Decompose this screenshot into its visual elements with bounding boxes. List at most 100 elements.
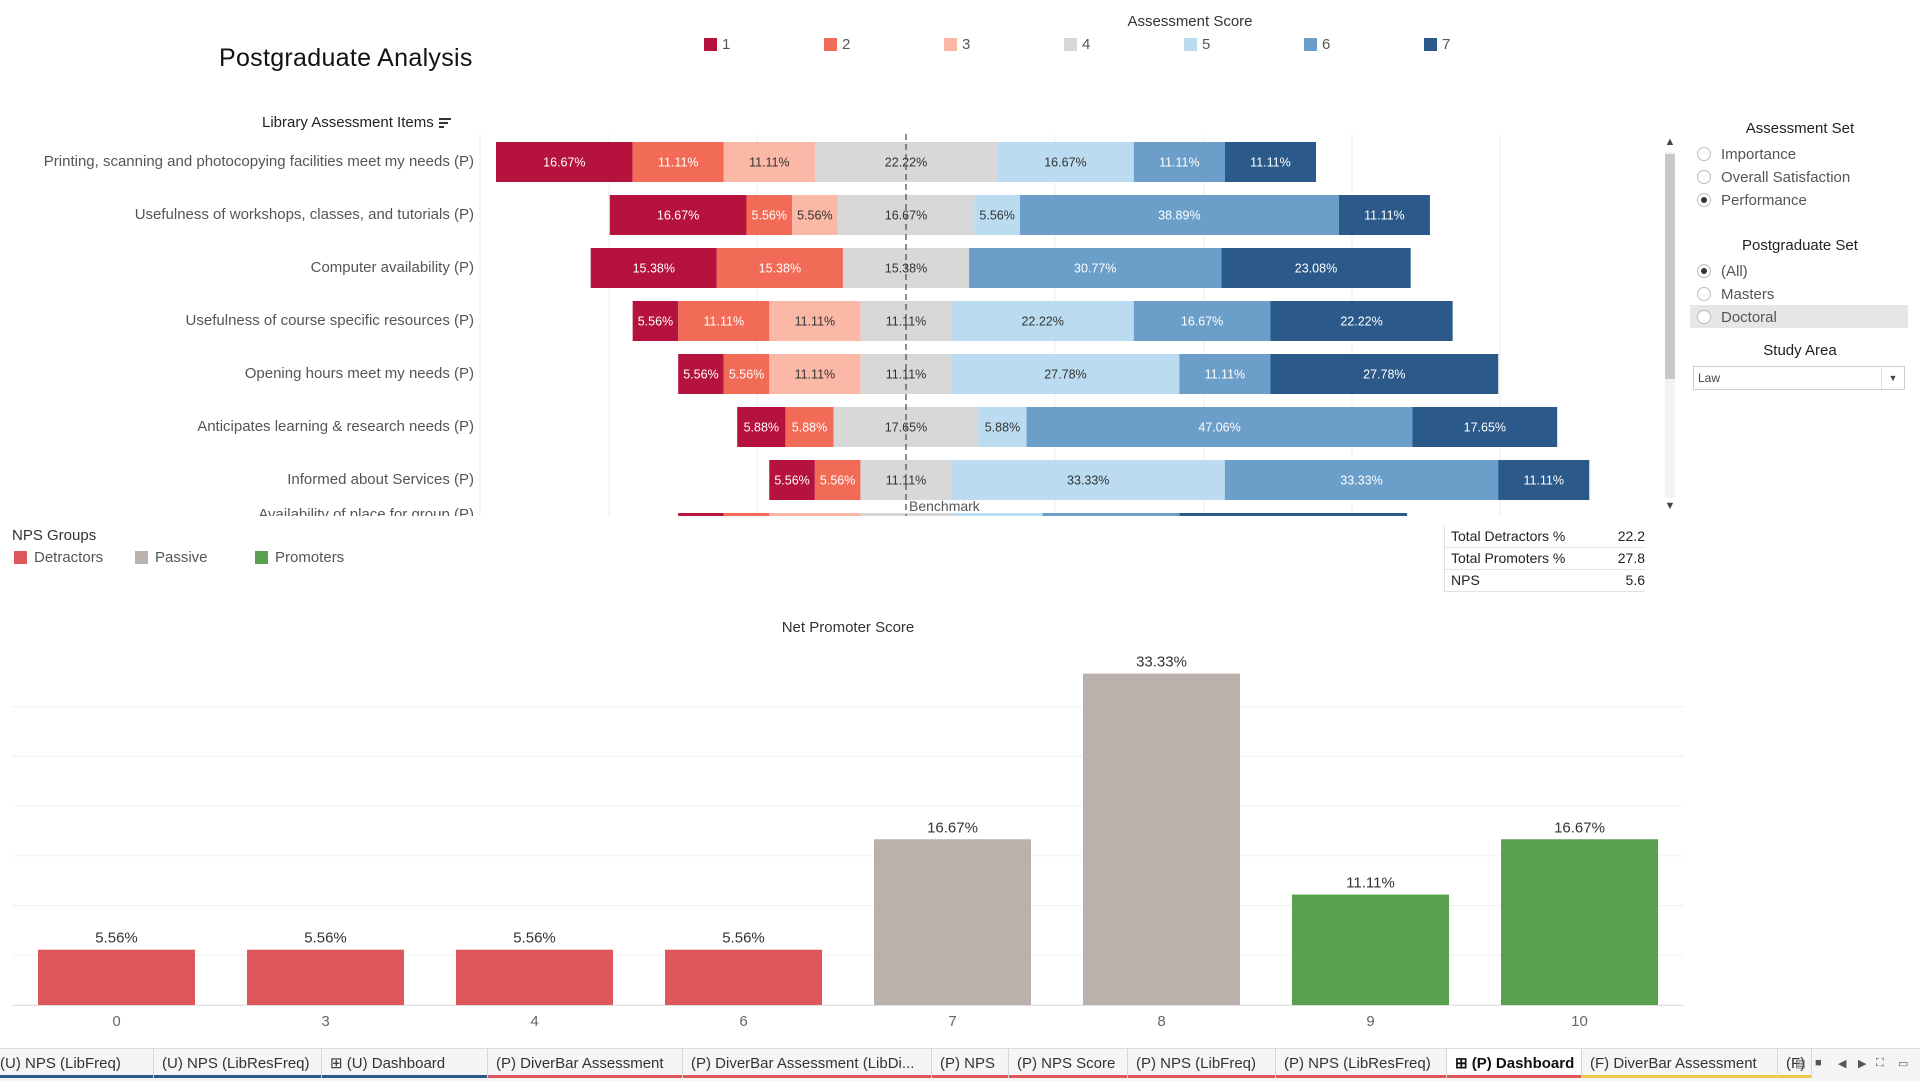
bar-segment[interactable] bbox=[769, 301, 861, 341]
sheet-tab[interactable]: (P) NPS (LibResFreq) bbox=[1276, 1049, 1447, 1078]
bar-segment[interactable] bbox=[951, 301, 1134, 341]
chart-scrollbar[interactable]: ▲ ▼ bbox=[1662, 134, 1678, 516]
nps-bar[interactable] bbox=[665, 949, 822, 1005]
bar-segment[interactable] bbox=[997, 142, 1134, 182]
sheet-tab[interactable]: (U) NPS (LibResFreq) bbox=[154, 1049, 322, 1078]
item-label[interactable]: Usefulness of course specific resources … bbox=[185, 312, 474, 329]
radio-button[interactable] bbox=[1697, 287, 1711, 301]
bar-segment[interactable] bbox=[678, 354, 724, 394]
item-label[interactable]: Anticipates learning & research needs (P… bbox=[197, 418, 474, 435]
radio-option[interactable]: (All) bbox=[1697, 260, 1748, 282]
score-legend-item[interactable]: 1 bbox=[704, 36, 730, 53]
radio-button[interactable] bbox=[1697, 193, 1711, 207]
score-legend-item[interactable]: 6 bbox=[1304, 36, 1330, 53]
bar-segment[interactable] bbox=[496, 142, 633, 182]
bar-segment[interactable] bbox=[1026, 407, 1413, 447]
bar-segment[interactable] bbox=[951, 460, 1225, 500]
nps-bar[interactable] bbox=[38, 949, 195, 1005]
scroll-up-icon[interactable]: ▲ bbox=[1664, 136, 1676, 148]
nps-bar[interactable] bbox=[1083, 673, 1240, 1005]
sheet-tab[interactable]: (P) DiverBar Assessment (LibDi... bbox=[683, 1049, 932, 1078]
present-icon[interactable]: ▭ bbox=[1898, 1058, 1909, 1070]
study-area-dropdown[interactable]: Law ▼ bbox=[1693, 366, 1905, 390]
bar-segment[interactable] bbox=[974, 195, 1020, 235]
chevron-down-icon[interactable]: ▼ bbox=[1881, 367, 1904, 389]
bar-segment[interactable] bbox=[769, 354, 861, 394]
bar-segment[interactable] bbox=[1412, 407, 1558, 447]
bar-segment[interactable] bbox=[1338, 195, 1430, 235]
bar-segment[interactable] bbox=[1179, 354, 1271, 394]
radio-option[interactable]: Performance bbox=[1697, 189, 1807, 211]
radio-button[interactable] bbox=[1697, 170, 1711, 184]
sheet-tab[interactable]: (P) NPS (LibFreq) bbox=[1128, 1049, 1276, 1078]
bar-segment[interactable] bbox=[792, 195, 838, 235]
bar-segment[interactable] bbox=[1179, 513, 1408, 520]
bar-segment[interactable] bbox=[1270, 301, 1453, 341]
bar-segment[interactable] bbox=[678, 513, 724, 520]
bar-segment[interactable] bbox=[814, 460, 861, 500]
radio-option[interactable]: Importance bbox=[1697, 143, 1796, 165]
nps-legend-item[interactable]: Passive bbox=[135, 549, 208, 566]
nps-bar[interactable] bbox=[874, 839, 1031, 1005]
sheet-tab[interactable]: (F) DiverBar Assessment bbox=[1582, 1049, 1778, 1078]
item-label[interactable]: Opening hours meet my needs (P) bbox=[244, 365, 474, 382]
bar-segment[interactable] bbox=[1133, 301, 1271, 341]
bar-segment[interactable] bbox=[678, 301, 770, 341]
bar-segment[interactable] bbox=[1224, 460, 1499, 500]
score-legend-item[interactable]: 4 bbox=[1064, 36, 1090, 53]
sheet-tab[interactable]: (P) NPS bbox=[932, 1049, 1009, 1078]
item-label[interactable]: Usefulness of workshops, classes, and tu… bbox=[134, 206, 474, 223]
sheet-tab[interactable]: (P) DiverBar Assessment bbox=[488, 1049, 683, 1078]
bar-segment[interactable] bbox=[590, 248, 717, 288]
scrollbar-thumb[interactable] bbox=[1665, 154, 1675, 379]
bar-segment[interactable] bbox=[723, 513, 770, 520]
nps-legend-item[interactable]: Promoters bbox=[255, 549, 344, 566]
nps-legend-item[interactable]: Detractors bbox=[14, 549, 103, 566]
nps-bar[interactable] bbox=[247, 949, 404, 1005]
fullscreen-icon[interactable]: ⛶ bbox=[1876, 1057, 1884, 1069]
bar-segment[interactable] bbox=[785, 407, 834, 447]
bar-segment[interactable] bbox=[632, 301, 679, 341]
nps-bar[interactable] bbox=[456, 949, 613, 1005]
bar-segment[interactable] bbox=[1042, 513, 1180, 520]
item-label[interactable]: Printing, scanning and photocopying faci… bbox=[43, 153, 474, 170]
radio-option[interactable]: Masters bbox=[1697, 283, 1774, 305]
sheet-view-icon[interactable]: ■ bbox=[1815, 1057, 1822, 1069]
sheet-tab[interactable]: ⊞ (U) Dashboard bbox=[322, 1049, 488, 1078]
prev-tab-icon[interactable]: ◀ bbox=[1838, 1058, 1847, 1070]
bar-segment[interactable] bbox=[1133, 142, 1225, 182]
bar-segment[interactable] bbox=[723, 354, 770, 394]
bar-segment[interactable] bbox=[769, 460, 815, 500]
bar-segment[interactable] bbox=[737, 407, 786, 447]
items-header[interactable]: Library Assessment Items bbox=[262, 114, 451, 131]
bar-segment[interactable] bbox=[951, 354, 1180, 394]
bar-segment[interactable] bbox=[723, 142, 815, 182]
bar-segment[interactable] bbox=[1498, 460, 1590, 500]
bar-segment[interactable] bbox=[1270, 354, 1499, 394]
sheet-tab[interactable]: ⊞ (P) Dashboard bbox=[1447, 1049, 1582, 1078]
radio-option[interactable]: Doctoral bbox=[1697, 306, 1777, 328]
bar-segment[interactable] bbox=[716, 248, 843, 288]
item-label[interactable]: Informed about Services (P) bbox=[287, 471, 474, 488]
nps-bar[interactable] bbox=[1501, 839, 1658, 1005]
nps-bar[interactable] bbox=[1292, 894, 1449, 1005]
bar-segment[interactable] bbox=[632, 142, 724, 182]
score-legend-item[interactable]: 7 bbox=[1424, 36, 1450, 53]
sheet-tab[interactable]: (P) NPS Score bbox=[1009, 1049, 1128, 1078]
sort-icon[interactable] bbox=[438, 117, 451, 128]
bar-segment[interactable] bbox=[769, 513, 861, 520]
bar-segment[interactable] bbox=[1221, 248, 1411, 288]
bar-segment[interactable] bbox=[746, 195, 793, 235]
score-legend-item[interactable]: 3 bbox=[944, 36, 970, 53]
list-view-icon[interactable]: ▤ bbox=[1795, 1058, 1806, 1070]
radio-button[interactable] bbox=[1697, 264, 1711, 278]
bar-segment[interactable] bbox=[978, 407, 1027, 447]
bar-segment[interactable] bbox=[1224, 142, 1316, 182]
item-label[interactable]: Availability of place for group (P) bbox=[258, 506, 474, 516]
bar-segment[interactable] bbox=[609, 195, 747, 235]
sheet-tab[interactable]: (U) NPS (LibFreq) bbox=[0, 1049, 154, 1078]
item-label[interactable]: Computer availability (P) bbox=[310, 259, 474, 276]
score-legend-item[interactable]: 5 bbox=[1184, 36, 1210, 53]
radio-button[interactable] bbox=[1697, 147, 1711, 161]
sheet-tab[interactable]: (F) bbox=[1778, 1049, 1812, 1078]
